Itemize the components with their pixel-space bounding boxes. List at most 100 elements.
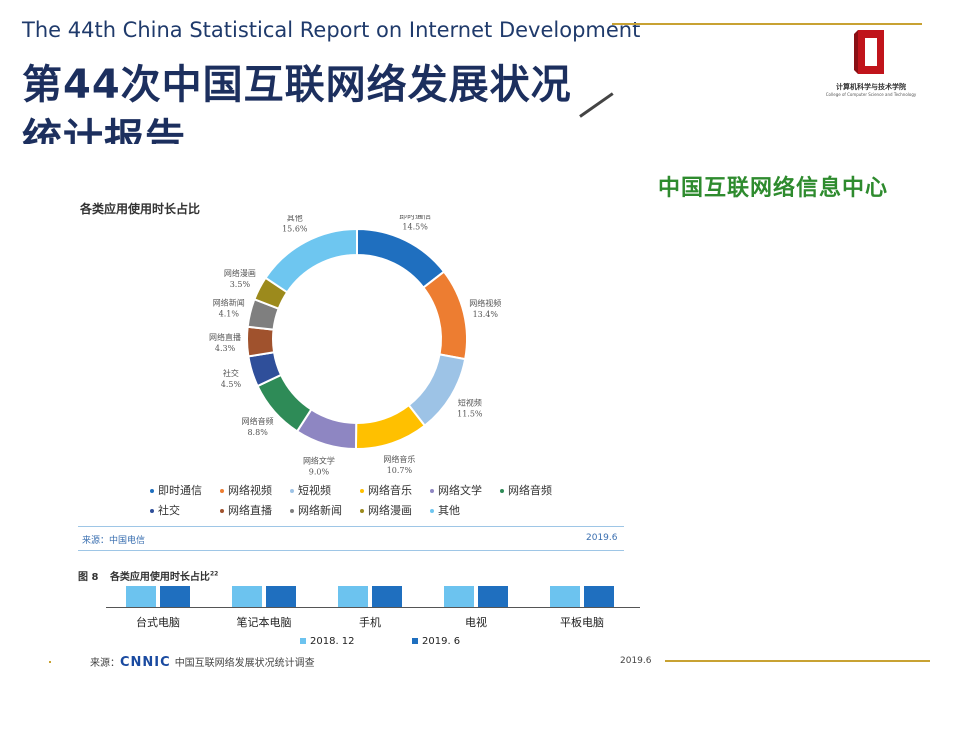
- bar-legend-item-0: 2018. 12: [300, 636, 355, 647]
- legend-swatch-6: [150, 509, 154, 513]
- bar-source-prefix: 来源：: [90, 658, 120, 669]
- donut-slice-value-3: 10.7%: [387, 466, 413, 475]
- decorative-slash: [579, 92, 614, 118]
- bar-x-axis: [106, 607, 640, 608]
- organization-name: 中国互联网络信息中心: [658, 176, 889, 201]
- bar-2-0: [338, 586, 368, 607]
- legend-swatch-10: [430, 509, 434, 513]
- bar-0-0: [126, 586, 156, 607]
- donut-slice-value-10: 15.6%: [282, 225, 308, 234]
- top-gold-rule: [612, 23, 922, 25]
- bar-figure-label: 图 8: [78, 572, 99, 583]
- bar-date: 2019.6: [620, 656, 652, 666]
- donut-slice-value-1: 13.4%: [473, 310, 499, 319]
- legend-label-5: 网络音频: [508, 484, 552, 497]
- bar-1-1: [266, 586, 296, 607]
- bar-category-label-3: 电视: [465, 616, 487, 629]
- bar-3-0: [444, 586, 474, 607]
- bar-legend-label-1: 2019. 6: [422, 636, 461, 647]
- bar-title-footnote: 22: [209, 570, 219, 578]
- legend-label-2: 短视频: [298, 484, 331, 497]
- legend-item-6: 社交: [150, 502, 180, 518]
- donut-slice-label-9: 网络漫画: [224, 268, 256, 278]
- bottom-left-dot: [49, 661, 51, 663]
- legend-swatch-1: [220, 489, 224, 493]
- donut-chart: 即时通信 14.5% 网络视频 13.4% 短视频 11.5% 网络音乐 10.7% 网络文学 9…: [209, 215, 501, 475]
- donut-slice-10: [264, 227, 358, 294]
- bar-legend-item-1: 2019. 6: [412, 636, 460, 647]
- legend-label-6: 社交: [158, 504, 180, 517]
- donut-slice-0: [356, 227, 446, 289]
- donut-slice-value-7: 4.3%: [215, 344, 236, 353]
- legend-label-8: 网络新闻: [298, 504, 342, 517]
- donut-slice-value-2: 11.5%: [457, 410, 483, 419]
- legend-swatch-4: [430, 489, 434, 493]
- legend-swatch-9: [360, 509, 364, 513]
- legend-swatch-7: [220, 509, 224, 513]
- legend-label-10: 其他: [438, 504, 460, 517]
- legend-label-4: 网络文学: [438, 484, 482, 497]
- bar-category-label-0: 台式电脑: [136, 616, 180, 629]
- legend-label-1: 网络视频: [228, 484, 272, 497]
- pie-chart-title: 各类应用使用时长占比: [80, 202, 201, 216]
- legend-swatch-8: [290, 509, 294, 513]
- source-rule-top: [78, 526, 624, 527]
- pie-source: 来源：中国电信: [82, 536, 146, 546]
- legend-item-7: 网络直播: [220, 502, 272, 518]
- legend-swatch-3: [360, 489, 364, 493]
- bar-figure-caption: 图 8 各类应用使用时长占比22: [78, 568, 218, 583]
- donut-slice-label-3: 网络音乐: [383, 454, 415, 464]
- college-logo: 计算机科学与技术学院 College of Computer Science a…: [816, 30, 926, 102]
- legend-item-9: 网络漫画: [360, 502, 412, 518]
- donut-slice-value-4: 9.0%: [309, 467, 330, 475]
- legend-label-9: 网络漫画: [368, 504, 412, 517]
- title-english: The 44th China Statistical Report on Int…: [22, 18, 641, 42]
- donut-slice-label-0: 即时通信: [399, 215, 431, 220]
- bar-2-1: [372, 586, 402, 607]
- donut-slice-1: [422, 270, 468, 361]
- college-logo-subtext: College of Computer Science and Technolo…: [825, 92, 917, 97]
- donut-slice-value-6: 4.5%: [221, 380, 242, 389]
- donut-slice-label-2: 短视频: [458, 398, 482, 408]
- bar-category-label-2: 手机: [359, 616, 381, 629]
- legend-item-8: 网络新闻: [290, 502, 342, 518]
- legend-swatch-2: [290, 489, 294, 493]
- legend-item-0: 即时通信: [150, 482, 202, 498]
- source-rule-bottom: [78, 550, 624, 551]
- legend-item-2: 短视频: [290, 482, 331, 498]
- donut-slice-label-7: 网络直播: [209, 332, 241, 342]
- legend-item-10: 其他: [430, 502, 460, 518]
- donut-slice-3: [354, 403, 427, 450]
- donut-slice-7: [246, 325, 276, 358]
- donut-slice-label-1: 网络视频: [469, 298, 501, 308]
- title-chinese-line2: 统计报告: [22, 116, 186, 144]
- college-logo-text: 计算机科学与技术学院: [836, 83, 906, 91]
- donut-slice-label-8: 网络新闻: [213, 298, 245, 308]
- pie-date: 2019.6: [586, 533, 618, 543]
- donut-slice-value-0: 14.5%: [402, 222, 428, 231]
- donut-slice-label-10: 其他: [287, 215, 303, 223]
- bar-4-0: [550, 586, 580, 607]
- legend-item-1: 网络视频: [220, 482, 272, 498]
- legend-item-4: 网络文学: [430, 482, 482, 498]
- college-logo-mark-icon: [854, 30, 884, 74]
- bar-source: 来源：CNNIC 中国互联网络发展状况统计调查: [90, 654, 315, 670]
- bar-legend-label-0: 2018. 12: [310, 636, 355, 647]
- bar-4-1: [584, 586, 614, 607]
- donut-slice-label-6: 社交: [223, 368, 239, 378]
- legend-swatch-0: [150, 489, 154, 493]
- bar-category-label-1: 笔记本电脑: [236, 616, 292, 629]
- legend-label-7: 网络直播: [228, 504, 272, 517]
- bar-legend-swatch-0: [300, 638, 306, 644]
- donut-slice-label-5: 网络音频: [242, 416, 274, 426]
- legend-item-3: 网络音乐: [360, 482, 412, 498]
- legend-label-0: 即时通信: [158, 484, 202, 497]
- legend-swatch-5: [500, 489, 504, 493]
- donut-slice-value-9: 3.5%: [230, 280, 251, 289]
- bar-1-0: [232, 586, 262, 607]
- legend-item-5: 网络音频: [500, 482, 552, 498]
- bar-chart-title: 各类应用使用时长占比: [109, 572, 210, 583]
- bar-category-label-4: 平板电脑: [560, 616, 604, 629]
- cnnic-logo: CNNIC: [120, 655, 171, 670]
- bar-source-text: 中国互联网络发展状况统计调查: [174, 658, 315, 669]
